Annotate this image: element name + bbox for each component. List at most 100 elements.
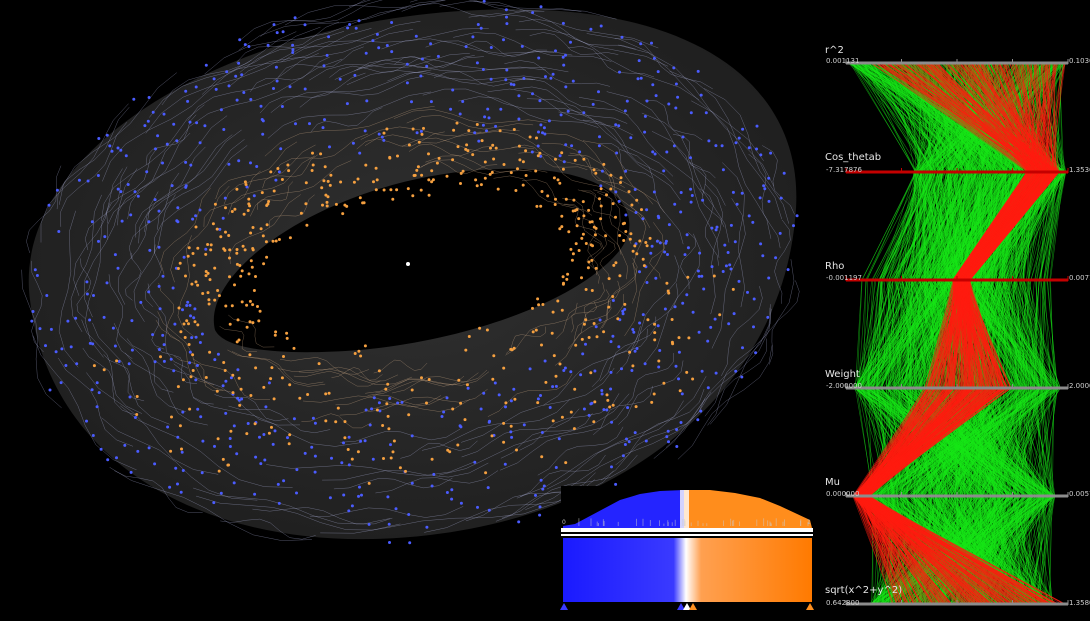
trajectory-line: [133, 194, 176, 322]
orange-particle: [589, 371, 593, 375]
trajectory-line: [81, 319, 143, 414]
blue-particle: [562, 369, 566, 372]
tf-handle-mid-orange[interactable]: [689, 603, 697, 610]
blue-particle: [245, 185, 249, 189]
orange-particle: [209, 248, 213, 252]
blue-particle: [645, 281, 649, 284]
blue-particle: [387, 522, 391, 526]
orange-particle: [228, 275, 231, 279]
blue-particle: [176, 482, 179, 486]
blue-particle: [587, 413, 591, 417]
pc-polyline: [1029, 62, 1052, 605]
blue-particle: [665, 150, 669, 154]
tf-handle-right[interactable]: [806, 603, 814, 610]
blue-particle: [538, 513, 542, 517]
orange-particle: [657, 359, 661, 363]
orange-particle: [554, 374, 558, 378]
trajectory-line: [84, 166, 128, 251]
orange-particle: [498, 129, 502, 133]
orange-particle: [633, 244, 637, 248]
orange-particle: [192, 263, 196, 267]
orange-particle: [235, 340, 239, 344]
orange-particle: [207, 298, 211, 302]
blue-particle: [184, 160, 188, 164]
trajectory-line: [599, 239, 616, 280]
blue-particle: [232, 481, 236, 485]
trajectory-line: [591, 233, 608, 284]
parallel-coordinates-plot[interactable]: [845, 59, 1069, 606]
orange-particle: [582, 214, 586, 218]
orange-particle: [229, 429, 233, 433]
orange-particle: [322, 179, 326, 183]
orange-particle: [513, 397, 517, 401]
blue-particle: [504, 78, 508, 82]
blue-particle: [223, 196, 227, 200]
blue-particle: [609, 387, 613, 391]
orange-particle: [667, 291, 671, 295]
orange-particle: [558, 362, 562, 366]
trajectory-line: [433, 71, 534, 87]
orange-particle: [560, 415, 564, 419]
blue-particle: [740, 191, 744, 195]
orange-particle: [614, 261, 618, 265]
trajectory-line: [204, 7, 407, 75]
orange-particle: [475, 123, 479, 126]
orange-particle: [216, 437, 220, 441]
blue-particle: [396, 401, 400, 405]
blue-particle: [689, 111, 693, 115]
blue-particle: [179, 490, 183, 494]
blue-particle: [133, 416, 137, 419]
blue-particle: [172, 122, 176, 126]
tf-handle-left[interactable]: [560, 603, 568, 610]
orange-particle: [254, 366, 258, 370]
blue-particle: [347, 435, 351, 439]
trajectory-line: [721, 286, 763, 377]
orange-particle: [572, 427, 576, 431]
blue-particle: [295, 491, 298, 495]
orange-particle: [395, 188, 399, 192]
blue-particle: [554, 384, 558, 388]
orange-particle: [580, 236, 584, 240]
trajectory-line: [519, 393, 620, 451]
blue-particle: [471, 35, 475, 39]
orange-particle: [288, 383, 292, 387]
blue-particle: [517, 94, 521, 98]
orange-particle: [650, 400, 654, 404]
blue-particle: [105, 133, 109, 137]
blue-particle: [600, 389, 604, 392]
blue-particle: [493, 381, 497, 385]
blue-particle: [377, 401, 381, 405]
orange-particle: [273, 333, 277, 337]
blue-particle: [266, 43, 270, 47]
blue-particle: [253, 492, 257, 496]
trajectory-line: [228, 314, 275, 348]
blue-particle: [786, 268, 790, 272]
trajectory-line: [124, 352, 208, 426]
tf-separator-bar-2: [561, 534, 813, 536]
blue-particle: [656, 324, 660, 328]
blue-particle: [445, 396, 449, 400]
transfer-function-editor[interactable]: 0 1: [560, 486, 814, 610]
blue-particle: [405, 81, 409, 85]
blue-particle: [505, 15, 508, 19]
tf-handle-mid-blue[interactable]: [677, 603, 685, 610]
blue-particle: [700, 369, 704, 373]
orange-particle: [630, 203, 634, 207]
blue-particle: [700, 274, 704, 278]
blue-particle: [181, 469, 185, 472]
trajectory-line: [76, 258, 92, 319]
blue-particle: [481, 123, 485, 127]
blue-particle: [522, 423, 526, 427]
pc-polyline: [877, 62, 978, 605]
trajectory-line: [145, 31, 345, 134]
trajectory-line: [293, 370, 381, 387]
orange-particle: [561, 275, 565, 279]
orange-particle: [182, 322, 186, 326]
orange-particle: [184, 274, 187, 278]
blue-particle: [615, 151, 619, 155]
blue-particle: [105, 281, 109, 285]
tf-handle-mid-white[interactable]: [683, 603, 691, 610]
orange-particle: [540, 343, 543, 347]
trajectory-line: [569, 152, 651, 228]
